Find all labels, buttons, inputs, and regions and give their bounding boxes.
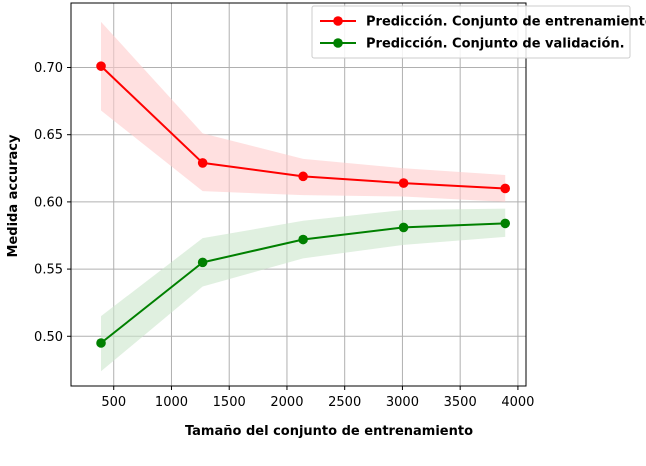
x-tick-label: 3000: [386, 395, 419, 410]
confidence-band-2: [101, 208, 506, 372]
data-point: [197, 158, 208, 168]
x-tick-label: 3500: [444, 395, 477, 410]
x-tick-label: 2500: [328, 395, 361, 410]
legend-box: [311, 5, 631, 59]
y-tick-label: 0.65: [34, 128, 63, 143]
data-point: [398, 222, 409, 233]
data-point: [500, 183, 511, 194]
x-tick-label: 1000: [155, 395, 188, 410]
series-points: [96, 61, 511, 348]
plot-frame: [70, 2, 527, 387]
confidence-band-1: [101, 21, 506, 202]
data-point: [197, 257, 208, 268]
data-point: [298, 171, 308, 182]
y-tick-label: 0.50: [34, 330, 63, 345]
data-point: [96, 61, 106, 71]
x-axis-ticks: 500 1000 1500 2000 2500 3000 3500 4000: [101, 386, 534, 410]
legend: Predicción. Conjunto de entrenamiento. Pr…: [311, 5, 646, 59]
legend-marker: [333, 38, 343, 48]
confidence-bands: [101, 21, 506, 372]
data-point: [398, 178, 409, 188]
y-tick-label: 0.55: [34, 263, 63, 278]
data-point: [298, 234, 308, 245]
legend-label: Predicción. Conjunto de entrenamiento.: [366, 15, 646, 30]
y-axis-label: Medida accuracy: [6, 134, 21, 257]
data-point: [500, 218, 511, 229]
x-tick-label: 500: [101, 395, 126, 410]
x-tick-label: 4000: [501, 395, 534, 410]
y-tick-label: 0.60: [34, 195, 63, 210]
y-axis-ticks: 0.50 0.55 0.60 0.65 0.70: [34, 61, 71, 345]
legend-marker: [333, 16, 343, 26]
legend-label: Predicción. Conjunto de validación.: [366, 37, 625, 52]
data-point: [96, 338, 106, 348]
x-tick-label: 2000: [270, 395, 303, 410]
x-tick-label: 1500: [213, 395, 246, 410]
y-tick-label: 0.70: [34, 61, 63, 76]
x-axis-label: Tamaño del conjunto de entrenamiento: [185, 424, 473, 439]
